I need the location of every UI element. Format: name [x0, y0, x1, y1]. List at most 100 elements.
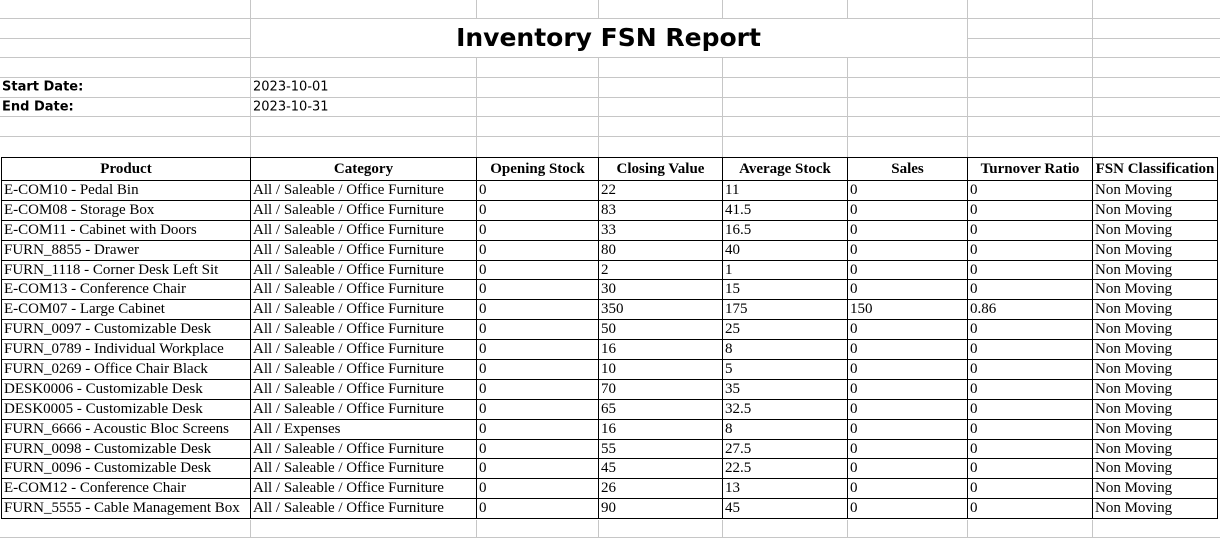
table-cell[interactable]: Non Moving — [1092, 478, 1218, 500]
table-cell[interactable]: Non Moving — [1092, 458, 1218, 480]
table-cell[interactable]: 10 — [598, 359, 723, 380]
table-cell[interactable]: Non Moving — [1092, 259, 1218, 281]
table-cell[interactable]: 8 — [722, 339, 848, 361]
table-cell[interactable]: 0 — [847, 239, 968, 261]
table-cell[interactable]: All / Saleable / Office Furniture — [250, 378, 477, 400]
table-cell[interactable]: 41.5 — [722, 199, 848, 221]
end-date-value[interactable]: 2023-10-31 — [253, 99, 329, 114]
table-cell[interactable]: 0 — [847, 418, 968, 440]
table-cell[interactable]: All / Saleable / Office Furniture — [250, 319, 477, 341]
table-cell[interactable]: 0 — [476, 199, 599, 221]
table-cell[interactable]: 13 — [722, 478, 848, 500]
column-header-1[interactable]: Category — [250, 157, 477, 181]
table-cell[interactable]: 0.86 — [967, 299, 1093, 321]
table-cell[interactable]: 65 — [598, 398, 723, 420]
start-date-value[interactable]: 2023-10-01 — [253, 79, 329, 95]
table-cell[interactable]: All / Saleable / Office Furniture — [250, 180, 477, 201]
table-cell[interactable]: All / Saleable / Office Furniture — [250, 219, 477, 241]
table-cell[interactable]: Non Moving — [1092, 319, 1218, 341]
product-cell[interactable]: FURN_1118 - Corner Desk Left Sit — [1, 259, 251, 281]
column-header-5[interactable]: Sales — [847, 157, 968, 181]
product-cell[interactable]: FURN_5555 - Cable Management Box — [1, 498, 251, 520]
table-cell[interactable]: All / Saleable / Office Furniture — [250, 239, 477, 261]
table-cell[interactable]: 35 — [722, 378, 848, 400]
table-cell[interactable]: 0 — [847, 219, 968, 241]
column-header-6[interactable]: Turnover Ratio — [967, 157, 1093, 181]
table-cell[interactable]: 0 — [476, 458, 599, 480]
column-header-0[interactable]: Product — [1, 157, 251, 181]
product-cell[interactable]: FURN_0096 - Customizable Desk — [1, 458, 251, 480]
table-cell[interactable]: Non Moving — [1092, 239, 1218, 261]
table-cell[interactable]: 0 — [476, 498, 599, 520]
table-cell[interactable]: 0 — [476, 359, 599, 380]
table-cell[interactable]: 0 — [847, 279, 968, 301]
table-cell[interactable]: 0 — [967, 239, 1093, 261]
table-cell[interactable]: All / Saleable / Office Furniture — [250, 199, 477, 221]
table-cell[interactable]: Non Moving — [1092, 498, 1218, 520]
table-cell[interactable]: Non Moving — [1092, 398, 1218, 420]
table-cell[interactable]: 0 — [847, 319, 968, 341]
product-cell[interactable]: FURN_0098 - Customizable Desk — [1, 438, 251, 460]
table-cell[interactable]: 25 — [722, 319, 848, 341]
table-cell[interactable]: 30 — [598, 279, 723, 301]
table-cell[interactable]: 0 — [967, 438, 1093, 460]
table-cell[interactable]: 175 — [722, 299, 848, 321]
table-cell[interactable]: 40 — [722, 239, 848, 261]
table-cell[interactable]: 0 — [847, 359, 968, 380]
table-cell[interactable]: Non Moving — [1092, 219, 1218, 241]
table-cell[interactable]: 0 — [967, 478, 1093, 500]
table-cell[interactable]: Non Moving — [1092, 299, 1218, 321]
product-cell[interactable]: FURN_0097 - Customizable Desk — [1, 319, 251, 341]
product-cell[interactable]: FURN_8855 - Drawer — [1, 239, 251, 261]
table-cell[interactable]: 0 — [476, 398, 599, 420]
table-cell[interactable]: 26 — [598, 478, 723, 500]
table-cell[interactable]: 0 — [967, 319, 1093, 341]
table-cell[interactable]: 0 — [847, 259, 968, 281]
table-cell[interactable]: 0 — [967, 180, 1093, 201]
table-cell[interactable]: 350 — [598, 299, 723, 321]
table-cell[interactable]: 11 — [722, 180, 848, 201]
table-cell[interactable]: 5 — [722, 359, 848, 380]
product-cell[interactable]: E-COM07 - Large Cabinet — [1, 299, 251, 321]
table-cell[interactable]: All / Saleable / Office Furniture — [250, 339, 477, 361]
product-cell[interactable]: E-COM13 - Conference Chair — [1, 279, 251, 301]
table-cell[interactable]: 0 — [476, 378, 599, 400]
table-cell[interactable]: 27.5 — [722, 438, 848, 460]
table-cell[interactable]: 0 — [476, 299, 599, 321]
product-cell[interactable]: E-COM08 - Storage Box — [1, 199, 251, 221]
product-cell[interactable]: E-COM12 - Conference Chair — [1, 478, 251, 500]
product-cell[interactable]: FURN_0789 - Individual Workplace — [1, 339, 251, 361]
table-cell[interactable]: 0 — [967, 339, 1093, 361]
table-cell[interactable]: 0 — [847, 180, 968, 201]
table-cell[interactable]: 0 — [847, 498, 968, 520]
product-cell[interactable]: E-COM11 - Cabinet with Doors — [1, 219, 251, 241]
table-cell[interactable]: 0 — [967, 458, 1093, 480]
product-cell[interactable]: FURN_6666 - Acoustic Bloc Screens — [1, 418, 251, 440]
table-cell[interactable]: All / Saleable / Office Furniture — [250, 279, 477, 301]
table-cell[interactable]: 0 — [967, 359, 1093, 380]
table-cell[interactable]: 0 — [967, 398, 1093, 420]
table-cell[interactable]: 0 — [967, 259, 1093, 281]
table-cell[interactable]: All / Saleable / Office Furniture — [250, 498, 477, 520]
table-cell[interactable]: 55 — [598, 438, 723, 460]
table-cell[interactable]: All / Saleable / Office Furniture — [250, 398, 477, 420]
table-cell[interactable]: All / Saleable / Office Furniture — [250, 478, 477, 500]
table-cell[interactable]: 0 — [847, 378, 968, 400]
column-header-2[interactable]: Opening Stock — [476, 157, 599, 181]
table-cell[interactable]: 45 — [722, 498, 848, 520]
table-cell[interactable]: 33 — [598, 219, 723, 241]
product-cell[interactable]: E-COM10 - Pedal Bin — [1, 180, 251, 201]
table-cell[interactable]: 0 — [476, 339, 599, 361]
column-header-7[interactable]: FSN Classification — [1092, 157, 1218, 181]
table-cell[interactable]: All / Expenses — [250, 418, 477, 440]
column-header-3[interactable]: Closing Value — [598, 157, 723, 181]
table-cell[interactable]: 22.5 — [722, 458, 848, 480]
table-cell[interactable]: 0 — [967, 378, 1093, 400]
table-cell[interactable]: 0 — [847, 458, 968, 480]
table-cell[interactable]: 16 — [598, 339, 723, 361]
table-cell[interactable]: 16.5 — [722, 219, 848, 241]
table-cell[interactable]: 0 — [476, 279, 599, 301]
table-cell[interactable]: 0 — [476, 259, 599, 281]
table-cell[interactable]: 22 — [598, 180, 723, 201]
table-cell[interactable]: 0 — [847, 438, 968, 460]
